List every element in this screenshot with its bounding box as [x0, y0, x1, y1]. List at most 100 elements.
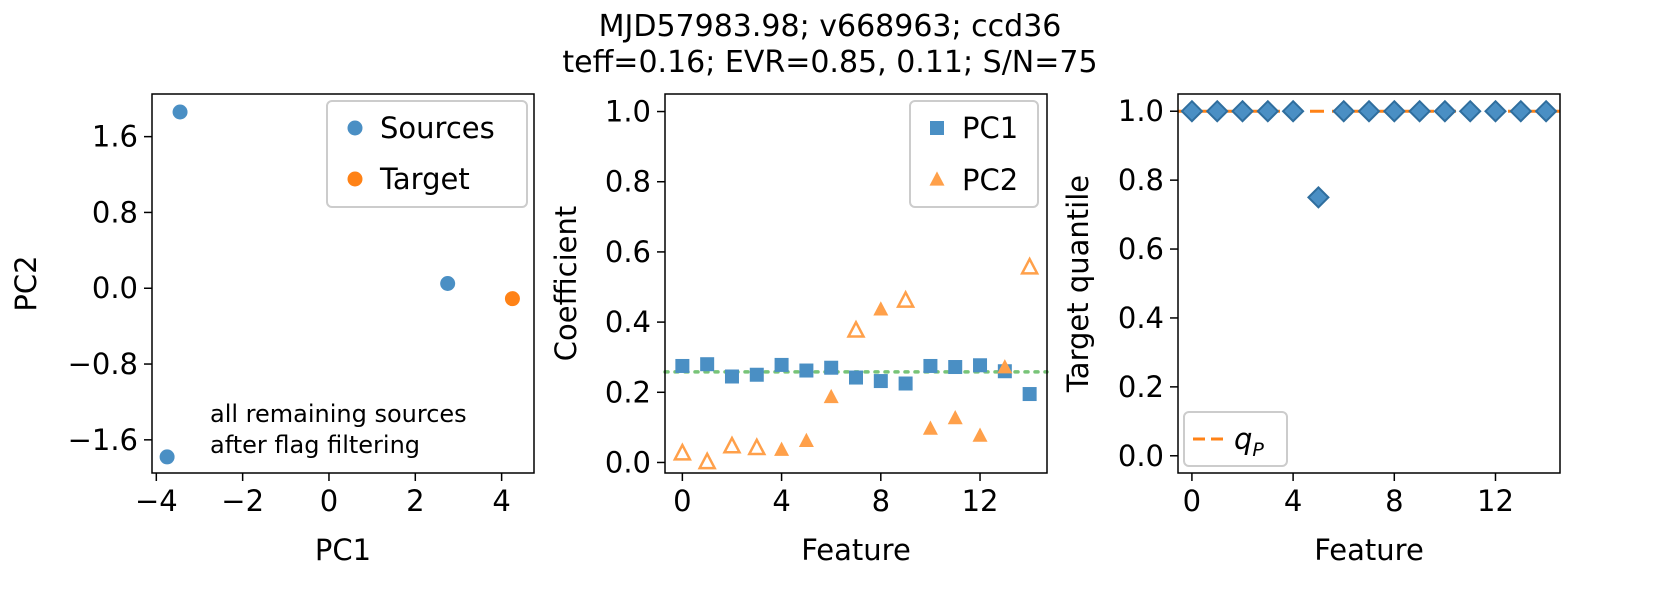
- pc1-point: [724, 369, 739, 384]
- pc2-point: [896, 289, 916, 308]
- pc2-point: [846, 319, 866, 338]
- pc2-point: [697, 451, 717, 470]
- pc2-point: [997, 359, 1013, 374]
- panel-target-quantile: 0 4 8 12 0.0 0.2 0.4 0.6 0.8 1.0 Feature Target qua…: [1061, 93, 1561, 567]
- x-axis-label: Feature: [801, 533, 911, 567]
- y-tick-label: 0.8: [92, 195, 138, 229]
- pc1-point: [898, 376, 913, 391]
- quantile-point: [1332, 99, 1356, 123]
- pc2-point: [922, 420, 938, 435]
- legend-label-target: Target: [379, 162, 470, 196]
- y-tick-label: 0.2: [1118, 370, 1164, 404]
- pc2-point: [747, 437, 767, 456]
- y-tick-label: 0.4: [1118, 301, 1164, 335]
- pc1-point: [849, 370, 863, 385]
- legend-label-qp: qP: [1234, 422, 1264, 461]
- panel-coefficients: 0 4 8 12 0.0 0.2 0.4 0.6 0.8 1.0 Feature Coefficien…: [549, 93, 1049, 567]
- x-tick-label: 4: [1284, 484, 1302, 518]
- y-axis-label: PC2: [9, 255, 43, 311]
- y-tick-label: 0.6: [1118, 232, 1164, 266]
- pc2-point: [672, 442, 692, 461]
- pc1-point: [700, 357, 715, 372]
- pc1-point: [1022, 387, 1037, 402]
- legend-marker-pc2: [929, 171, 945, 186]
- legend-box: [1183, 411, 1288, 467]
- quantile-point: [1231, 99, 1254, 123]
- pc2-point: [774, 441, 790, 456]
- x-axis-label: Feature: [1314, 533, 1424, 567]
- legend-label-pc2: PC2: [962, 163, 1018, 197]
- figure-title-line1: MJD57983.98; v668963; ccd36: [599, 9, 1062, 44]
- y-tick-label: 1.6: [92, 120, 138, 154]
- quantile-point: [1306, 185, 1330, 209]
- quantile-point: [1534, 99, 1558, 123]
- quantile-point: [1256, 99, 1280, 123]
- x-tick-label: 0: [320, 484, 338, 518]
- quantile-point: [1509, 99, 1533, 123]
- y-tick-label: 0.4: [605, 305, 651, 339]
- y-tick-label: 1.0: [605, 95, 651, 129]
- legend-marker-sources: [347, 120, 363, 136]
- quantile-point: [1180, 99, 1204, 123]
- y-axis-label: Coefficient: [549, 206, 583, 361]
- x-tick-label: −4: [135, 484, 178, 518]
- pc2-point: [798, 432, 814, 448]
- legend-label-pc1: PC1: [962, 111, 1018, 145]
- x-tick-label: 4: [772, 484, 790, 518]
- y-tick-label: 0.0: [605, 445, 651, 479]
- y-tick-label: 0.2: [605, 375, 651, 409]
- y-tick-label: 0.0: [92, 271, 138, 305]
- quantile-point: [1458, 99, 1482, 123]
- plot-frame: [151, 93, 535, 474]
- annotation-line1: all remaining sources: [210, 400, 467, 428]
- pc2-point: [972, 427, 988, 442]
- x-tick-label: 2: [406, 484, 424, 518]
- x-tick-label: 12: [1477, 484, 1514, 518]
- x-tick-label: −2: [221, 484, 264, 518]
- x-tick-label: 0: [673, 484, 691, 518]
- quantile-point: [1205, 99, 1229, 123]
- annotation-line2: after flag filtering: [210, 431, 420, 459]
- sources-point: [172, 104, 188, 120]
- legend-label-q: q: [1234, 422, 1252, 456]
- x-axis-label: PC1: [315, 533, 371, 567]
- pc2-point: [873, 301, 889, 316]
- legend: qP: [1183, 411, 1288, 467]
- x-tick-label: 4: [492, 484, 510, 518]
- legend: PC1 PC2: [909, 100, 1039, 208]
- x-tick-label: 8: [872, 484, 890, 518]
- y-tick-label: 0.8: [1118, 163, 1164, 197]
- pc2-point: [722, 435, 742, 454]
- quantile-point: [1382, 99, 1406, 123]
- pc1-point: [923, 358, 938, 373]
- quantile-point: [1357, 99, 1381, 123]
- pc1-point: [973, 358, 988, 373]
- x-tick-label: 8: [1385, 484, 1403, 518]
- y-axis-label: Target quantile: [1061, 175, 1095, 393]
- legend-label-sub: P: [1252, 439, 1264, 461]
- target-point: [504, 291, 520, 307]
- pc1-point: [774, 357, 789, 372]
- y-tick-label: 1.0: [1118, 94, 1164, 128]
- y-tick-label: 0.0: [1118, 439, 1164, 473]
- panel-pc-scatter: −4 −2 0 2 4 −1.6 −0.8 0.0 0.8 1.6 PC1 PC2 Sources Tar…: [9, 93, 535, 567]
- legend-label-sources: Sources: [380, 111, 495, 145]
- legend-marker-target: [347, 171, 363, 187]
- y-tick-label: 0.6: [605, 235, 651, 269]
- pc2-point: [1020, 256, 1040, 275]
- y-tick-label: −0.8: [68, 347, 138, 381]
- plot-frame: [664, 93, 1048, 474]
- sources-point: [440, 276, 456, 291]
- x-tick-label: 0: [1183, 484, 1201, 518]
- sources-point: [159, 449, 175, 465]
- x-tick-label: 12: [962, 484, 999, 518]
- pc2-point: [947, 409, 963, 425]
- y-tick-label: 0.8: [605, 165, 651, 199]
- legend-marker-pc1: [930, 121, 944, 135]
- figure-title-line2: teff=0.16; EVR=0.85, 0.11; S/N=75: [562, 45, 1097, 80]
- plot-frame: [1177, 93, 1561, 474]
- legend: Sources Target: [326, 100, 528, 208]
- pc1-point: [824, 360, 839, 375]
- quantile-point: [1433, 99, 1457, 123]
